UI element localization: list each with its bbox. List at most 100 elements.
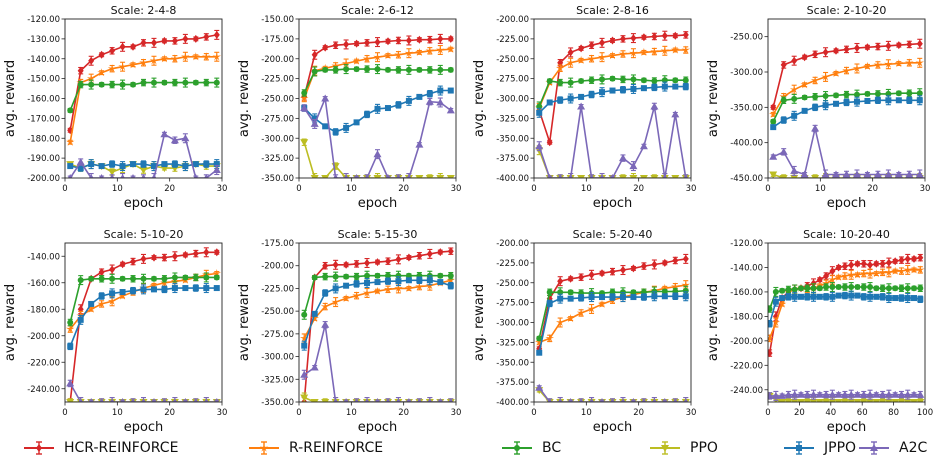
data-point	[895, 90, 902, 97]
data-point	[917, 253, 924, 262]
data-point	[203, 285, 210, 292]
data-point	[671, 45, 680, 54]
data-point	[791, 293, 798, 300]
data-point	[815, 390, 824, 398]
data-point	[98, 293, 105, 299]
data-point	[576, 55, 586, 64]
data-point	[789, 85, 799, 94]
data-point	[872, 390, 881, 398]
data-point	[107, 296, 117, 305]
data-point	[578, 93, 585, 100]
data-point	[384, 66, 391, 73]
y-tick-label: -375.00	[496, 154, 529, 164]
data-point	[170, 136, 179, 144]
data-point	[181, 52, 190, 61]
x-tick-label: 0	[296, 408, 301, 418]
data-point	[536, 335, 543, 342]
data-point	[772, 298, 779, 305]
data-point	[354, 174, 359, 178]
data-point	[833, 100, 840, 107]
data-point	[878, 399, 887, 402]
data-point	[557, 97, 564, 104]
data-point	[322, 43, 329, 52]
data-point	[213, 79, 220, 86]
legend-label: HCR-REINFORCE	[64, 440, 179, 456]
legend-label: A2C	[899, 440, 928, 456]
axes-frame	[767, 18, 926, 179]
data-point	[769, 171, 778, 178]
data-point	[322, 123, 329, 130]
data-point	[840, 399, 849, 402]
data-point	[374, 105, 381, 112]
legend-label: R-REINFORCE	[289, 440, 384, 456]
y-tick-label: -150.00	[261, 15, 294, 25]
plot-area	[768, 253, 925, 402]
data-point	[681, 280, 690, 289]
data-point	[878, 267, 887, 276]
x-tick-label: 30	[217, 408, 228, 418]
data-point	[846, 270, 856, 279]
data-point	[213, 274, 220, 281]
y-tick-label: -400.00	[730, 139, 763, 149]
data-point	[171, 79, 178, 86]
y-tick-label: -240.00	[730, 386, 763, 396]
data-point	[597, 299, 607, 308]
series-jppo	[301, 85, 454, 136]
data-point	[404, 48, 414, 57]
data-point	[396, 398, 401, 402]
data-point	[107, 64, 117, 73]
data-point	[300, 104, 309, 111]
data-point	[821, 278, 831, 287]
data-point	[332, 66, 339, 73]
series-jppo	[768, 290, 924, 328]
legend-item-jppo: JPPO	[782, 434, 856, 462]
data-point	[879, 285, 886, 292]
data-point	[771, 318, 781, 327]
data-point	[300, 94, 309, 103]
data-point	[884, 59, 893, 68]
data-point	[395, 278, 402, 285]
data-point	[842, 66, 851, 75]
x-tick-label: 30	[686, 408, 697, 418]
data-point	[405, 272, 412, 279]
x-tick-label: 60	[857, 408, 868, 418]
y-tick-label: -200.00	[27, 332, 60, 342]
data-point	[828, 275, 837, 284]
data-point	[406, 398, 412, 402]
data-point	[415, 282, 424, 291]
data-point	[182, 285, 189, 292]
legend-marker	[514, 445, 520, 451]
x-tick-label: 40	[825, 408, 836, 418]
data-point	[841, 292, 848, 299]
data-point	[852, 64, 862, 73]
data-point	[118, 62, 127, 71]
data-point	[436, 175, 445, 178]
data-point	[447, 66, 454, 73]
data-point	[447, 34, 454, 43]
data-point	[566, 314, 575, 323]
data-point	[897, 399, 906, 402]
data-point	[547, 174, 552, 178]
data-point	[790, 175, 799, 178]
legend-item-hcr-reinforce: HCR-REINFORCE	[22, 434, 178, 462]
data-point	[652, 398, 657, 402]
data-point	[311, 310, 318, 317]
data-point	[396, 174, 401, 178]
data-point	[872, 399, 881, 402]
data-point	[834, 399, 843, 402]
data-point	[204, 398, 209, 402]
data-point	[364, 66, 371, 73]
data-point	[651, 32, 658, 41]
data-point	[673, 398, 678, 402]
data-point	[416, 277, 423, 284]
data-point	[671, 175, 680, 178]
data-point	[589, 398, 594, 402]
x-tick-label: 0	[62, 408, 67, 418]
data-point	[672, 293, 679, 300]
chart-panel-8: Scale: 10-20-40 0 20 40 60 80 100 -120.00 -140.0…	[706, 228, 933, 434]
chart-panel-7: Scale: 5-20-40 0 10 20 30 -200.00 -225.00 -250.…	[472, 228, 696, 434]
data-point	[769, 152, 778, 160]
data-point	[630, 85, 637, 92]
data-point	[661, 83, 668, 90]
data-point	[352, 56, 361, 65]
